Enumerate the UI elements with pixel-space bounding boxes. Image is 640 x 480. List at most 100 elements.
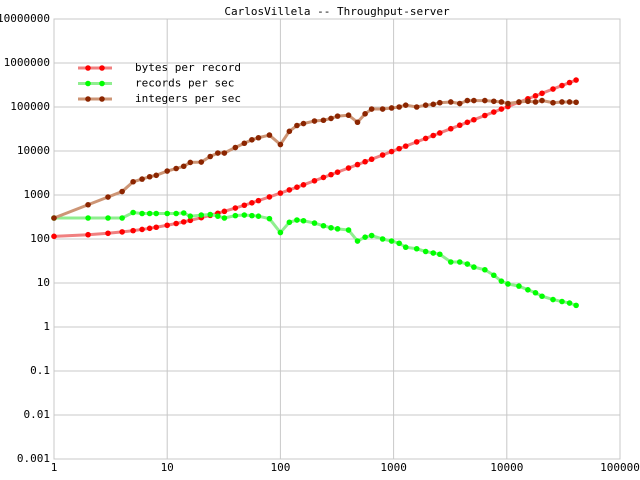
data-point <box>447 259 454 265</box>
data-point <box>232 144 239 151</box>
y-tick-label: 1 <box>43 320 50 333</box>
data-point <box>311 177 318 184</box>
data-point <box>573 77 579 83</box>
data-point <box>249 199 255 206</box>
data-point <box>573 99 579 106</box>
data-point <box>221 150 228 156</box>
data-point <box>328 224 334 231</box>
data-point <box>130 209 136 216</box>
data-point <box>187 159 194 166</box>
legend-marker <box>85 65 91 71</box>
data-point <box>368 156 375 163</box>
x-tick-label: 1 <box>51 461 58 474</box>
data-point <box>456 122 463 129</box>
data-point <box>294 184 300 190</box>
y-tick-label: 0.1 <box>30 364 50 377</box>
data-point <box>482 97 488 104</box>
legend-marker <box>99 65 105 71</box>
data-point <box>85 215 91 221</box>
data-point <box>51 233 57 240</box>
x-tick-label: 10000 <box>490 461 523 474</box>
data-point <box>539 293 545 300</box>
y-tick-label: 1000 <box>24 188 51 201</box>
data-point <box>334 113 341 119</box>
data-point <box>300 182 307 188</box>
data-point <box>294 122 300 129</box>
data-point <box>277 190 284 196</box>
data-point <box>464 97 471 104</box>
data-point <box>345 165 352 171</box>
data-point <box>180 210 187 216</box>
data-point <box>180 163 187 170</box>
data-point <box>532 99 539 105</box>
data-point <box>249 136 255 143</box>
data-point <box>173 220 179 227</box>
data-point <box>422 102 429 108</box>
y-tick-label: 0.01 <box>24 408 51 421</box>
data-point <box>146 210 153 217</box>
data-point <box>447 125 454 132</box>
data-point <box>437 251 443 258</box>
data-point <box>539 90 545 97</box>
data-point <box>241 140 248 147</box>
legend-label: bytes per record <box>135 61 241 74</box>
data-point <box>328 115 334 122</box>
data-point <box>388 238 395 244</box>
data-point <box>221 208 228 215</box>
data-point <box>396 104 402 110</box>
data-point <box>286 219 293 226</box>
data-point <box>447 99 454 105</box>
data-point <box>413 104 420 110</box>
data-point <box>532 289 539 296</box>
data-point <box>173 210 179 217</box>
data-point <box>146 173 153 180</box>
data-point <box>516 283 522 289</box>
data-point <box>286 128 293 135</box>
x-tick-label: 100 <box>270 461 290 474</box>
y-tick-label: 10 <box>37 276 50 289</box>
data-point <box>207 211 214 218</box>
data-point <box>559 298 565 305</box>
data-point <box>51 215 57 221</box>
data-point <box>105 230 111 237</box>
data-point <box>294 217 300 223</box>
data-point <box>328 171 334 178</box>
data-point <box>266 215 273 222</box>
y-tick-label: 10000000 <box>0 12 50 25</box>
data-point <box>255 134 262 141</box>
data-point <box>119 229 125 235</box>
data-point <box>354 119 361 126</box>
data-point <box>368 106 375 112</box>
chart-title: CarlosVillela -- Throughput-server <box>224 5 450 18</box>
data-point <box>249 212 255 219</box>
data-point <box>422 135 429 142</box>
data-point <box>525 98 531 105</box>
data-point <box>286 187 293 193</box>
data-point <box>550 296 556 303</box>
data-point <box>413 245 420 252</box>
y-tick-label: 10000 <box>17 144 50 157</box>
data-point <box>187 213 194 219</box>
data-point <box>277 229 284 236</box>
data-point <box>396 240 402 247</box>
y-tick-label: 0.001 <box>17 452 50 465</box>
data-point <box>456 100 463 107</box>
data-point <box>354 238 361 244</box>
data-point <box>130 178 136 185</box>
data-point <box>430 101 437 108</box>
data-point <box>402 102 409 108</box>
data-point <box>437 99 443 106</box>
data-point <box>173 165 179 172</box>
data-point <box>525 287 531 293</box>
data-point <box>498 278 505 284</box>
legend-label: records per sec <box>135 77 234 90</box>
data-point <box>396 145 402 152</box>
data-point <box>255 197 262 204</box>
data-point <box>139 226 145 233</box>
data-point <box>153 224 160 231</box>
data-point <box>241 212 248 218</box>
data-point <box>345 227 352 233</box>
data-point <box>221 215 228 221</box>
data-point <box>146 225 153 232</box>
data-point <box>334 169 341 175</box>
